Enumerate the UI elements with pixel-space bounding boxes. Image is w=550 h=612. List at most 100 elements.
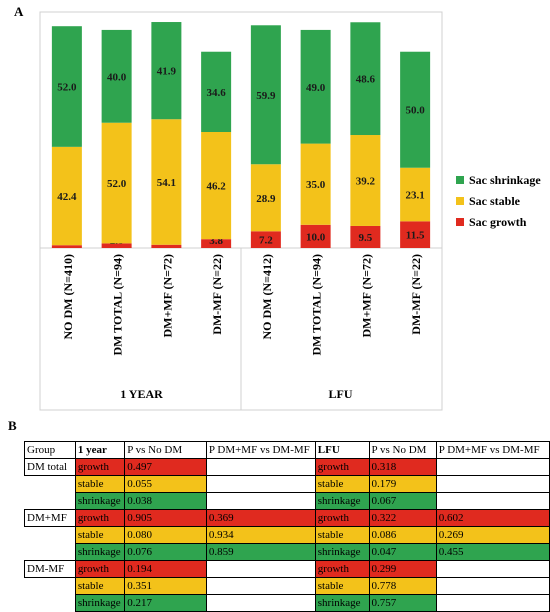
- table-cell: 0.859: [205, 543, 316, 561]
- table-cell: 0.086: [368, 526, 437, 544]
- data-label-sac-shrinkage: 48.6: [356, 74, 376, 86]
- group-label: 1 YEAR: [120, 387, 163, 401]
- table-cell: [24, 526, 76, 544]
- table-cell: 0.778: [368, 577, 437, 595]
- table-row: shrinkage 0.038 shrinkage 0.067: [24, 492, 550, 510]
- data-label-sac-growth: 11.5: [406, 230, 425, 242]
- panel-label-a: A: [14, 4, 24, 19]
- bar-segment-sac-shrinkage: [51, 26, 82, 147]
- table-cell: 0.369: [205, 509, 316, 527]
- category-label: NO DM (N=412): [260, 254, 274, 340]
- table-cell: [435, 560, 550, 578]
- bar-segment-sac-growth: [250, 231, 281, 248]
- table-cell: stable: [74, 475, 126, 493]
- table-cell: 0.194: [124, 560, 207, 578]
- panel-label-b: B: [8, 418, 17, 433]
- data-label-sac-growth: 7.2: [259, 235, 273, 247]
- table-cell: shrinkage: [74, 543, 126, 561]
- data-label-sac-stable: 28.9: [256, 193, 276, 205]
- table-cell: growth: [314, 560, 370, 578]
- table-cell: 0.322: [368, 509, 437, 527]
- table-cell: DM-MF: [24, 560, 76, 578]
- legend-swatch: [456, 197, 464, 205]
- bar-segment-sac-growth: [350, 225, 381, 248]
- table-cell: [205, 475, 316, 493]
- category-label: DM-MF (N=22): [210, 254, 224, 335]
- table-cell: [205, 560, 316, 578]
- bar-segment-sac-stable: [51, 146, 82, 246]
- bar-segment-sac-shrinkage: [151, 22, 182, 120]
- table-cell: 0.757: [368, 594, 437, 612]
- table-row: stable 0.351 stable 0.778: [24, 577, 550, 595]
- table-cell: DM total: [24, 458, 76, 476]
- bar-segment-sac-shrinkage: [350, 22, 381, 136]
- data-label-sac-stable: 35.0: [306, 179, 326, 191]
- category-label: DM+MF (N=72): [160, 254, 174, 338]
- bar-segment-sac-stable: [101, 122, 132, 244]
- data-label-sac-stable: 39.2: [356, 175, 376, 187]
- bar-segment-sac-stable: [151, 119, 182, 245]
- bar-segment-sac-stable: [201, 132, 232, 240]
- bar-segment-sac-growth: [151, 244, 182, 248]
- table-cell: 0.038: [124, 492, 207, 510]
- table-row: stable 0.055 stable 0.179: [24, 475, 550, 493]
- table-cell: stable: [314, 577, 370, 595]
- table-cell: shrinkage: [314, 492, 370, 510]
- bar-segment-sac-shrinkage: [250, 25, 281, 165]
- data-label-sac-shrinkage: 50.0: [406, 105, 426, 117]
- data-label-sac-stable: 42.4: [57, 191, 77, 203]
- table-cell: stable: [314, 475, 370, 493]
- table-header-cell: P DM+MF vs DM-MF: [435, 441, 550, 459]
- data-label-sac-stable: 23.1: [406, 190, 425, 202]
- table-cell: growth: [314, 458, 370, 476]
- table-header-cell: 1 year: [74, 441, 126, 459]
- data-label-sac-growth: 9.5: [359, 232, 373, 244]
- legend-label: Sac growth: [469, 215, 527, 229]
- table-cell: [205, 577, 316, 595]
- data-label-sac-shrinkage: 41.9: [157, 66, 177, 78]
- table-cell: 0.076: [124, 543, 207, 561]
- table-cell: [24, 577, 76, 595]
- group-label: LFU: [329, 387, 353, 401]
- table-cell: 0.047: [368, 543, 437, 561]
- table-cell: 0.179: [368, 475, 437, 493]
- table-cell: 0.299: [368, 560, 437, 578]
- category-label: DM-MF (N=22): [409, 254, 423, 335]
- table-cell: 0.455: [435, 543, 550, 561]
- table-cell: growth: [314, 509, 370, 527]
- table-cell: [435, 458, 550, 476]
- table-row: DM total growth 0.497 growth 0.318: [24, 458, 550, 476]
- category-label: DM TOTAL (N=94): [310, 254, 324, 356]
- table-cell: 0.217: [124, 594, 207, 612]
- data-label-sac-stable: 52.0: [107, 178, 127, 190]
- bar-segment-sac-stable: [350, 135, 381, 226]
- bar-segment-sac-shrinkage: [201, 51, 232, 133]
- bar-segment-sac-growth: [201, 239, 232, 248]
- bar-segment-sac-growth: [400, 221, 431, 248]
- bar-segment-sac-growth: [51, 245, 82, 248]
- table-cell: [205, 594, 316, 612]
- table-cell: 0.602: [435, 509, 550, 527]
- data-label-sac-shrinkage: 49.0: [306, 82, 326, 94]
- table-row: shrinkage 0.076 0.859 shrinkage 0.047 0.455: [24, 543, 550, 561]
- table-row: stable 0.080 0.934 stable 0.086 0.269: [24, 526, 550, 544]
- table-header-cell: Group: [24, 441, 76, 459]
- bar-segment-sac-shrinkage: [400, 51, 431, 168]
- table-header-cell: P vs No DM: [368, 441, 437, 459]
- table-cell: [24, 475, 76, 493]
- table-header-cell: P vs No DM: [124, 441, 207, 459]
- table-header-cell: P DM+MF vs DM-MF: [205, 441, 316, 459]
- table-cell: growth: [74, 560, 126, 578]
- table-cell: [205, 492, 316, 510]
- table-cell: [435, 492, 550, 510]
- table-cell: 0.269: [435, 526, 550, 544]
- data-label-sac-stable: 46.2: [207, 181, 227, 193]
- table-cell: [435, 475, 550, 493]
- legend-label: Sac shrinkage: [469, 173, 541, 187]
- data-label-sac-growth: 10.0: [306, 231, 326, 243]
- table-cell: stable: [314, 526, 370, 544]
- table-cell: [24, 594, 76, 612]
- table-row: shrinkage 0.217 shrinkage 0.757: [24, 594, 550, 612]
- data-label-sac-shrinkage: 34.6: [207, 87, 227, 99]
- bar-segment-sac-stable: [400, 167, 431, 222]
